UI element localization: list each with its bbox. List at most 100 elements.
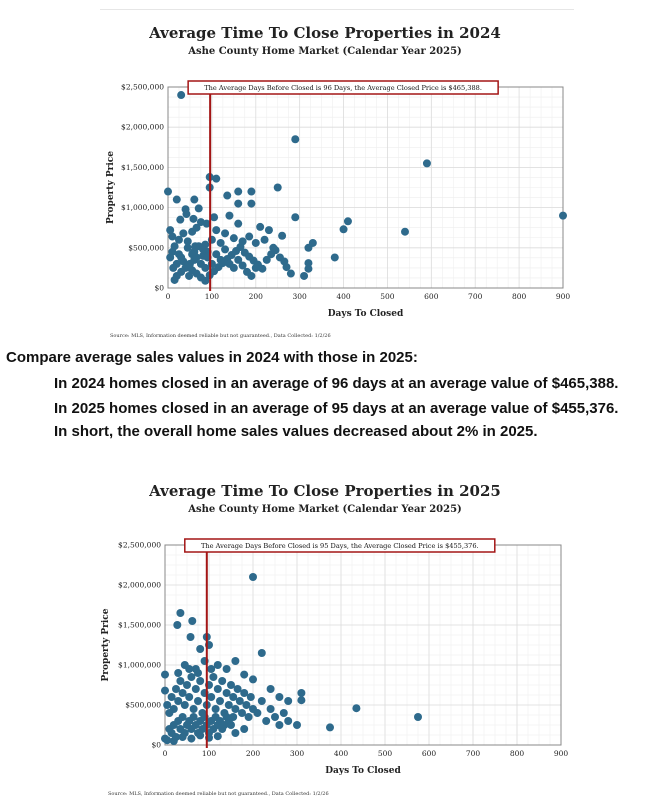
chart-title: Average Time To Close Properties in 2025 <box>149 482 501 500</box>
data-point <box>262 255 271 264</box>
data-point <box>216 255 225 264</box>
data-point <box>180 701 189 709</box>
data-point <box>163 701 172 709</box>
data-point <box>189 705 198 713</box>
data-point <box>245 232 254 241</box>
x-tick-label: 900 <box>554 749 569 758</box>
data-point <box>190 195 199 204</box>
annotation-text: The Average Days Before Closed is 95 Day… <box>201 542 479 550</box>
data-point <box>401 227 409 236</box>
x-tick-label: 800 <box>510 749 525 758</box>
data-point <box>414 713 422 721</box>
data-point <box>280 257 289 266</box>
data-point <box>177 91 186 100</box>
x-tick-label: 500 <box>380 292 395 301</box>
data-point <box>256 222 265 231</box>
y-axis-title: Property Price <box>101 608 111 681</box>
data-point <box>194 204 203 213</box>
chart-2025-plot: 0 100 200 300 400 500 600 700 800 900 $0 $500,000 $1… <box>101 538 569 776</box>
data-point <box>183 237 192 246</box>
data-point <box>176 677 185 685</box>
data-point <box>213 685 222 693</box>
data-point <box>236 242 245 251</box>
data-point <box>164 187 172 196</box>
data-point <box>207 665 216 673</box>
data-point <box>266 685 275 693</box>
y-tick-label: $500,000 <box>125 701 161 710</box>
data-point <box>161 686 169 695</box>
data-point <box>257 697 266 705</box>
data-point <box>222 689 231 697</box>
data-point <box>212 250 221 259</box>
data-point <box>192 253 201 262</box>
data-point <box>216 697 224 705</box>
data-point <box>297 689 306 697</box>
y-tick-label: $500,000 <box>128 243 164 252</box>
x-tick-label: 100 <box>202 749 217 758</box>
data-point <box>227 681 235 689</box>
x-tick-label: 800 <box>512 292 527 301</box>
data-point <box>266 705 275 713</box>
chart-subtitle: Ashe County Home Market (Calendar Year 2… <box>188 46 462 57</box>
data-point <box>207 693 216 701</box>
data-point <box>251 263 260 272</box>
data-point <box>300 271 309 280</box>
data-point <box>234 187 243 196</box>
data-point <box>234 219 243 228</box>
data-point <box>166 226 175 235</box>
data-point <box>264 226 273 235</box>
data-point <box>183 681 191 689</box>
data-point <box>161 670 169 679</box>
data-point <box>242 701 251 709</box>
data-point <box>191 685 200 693</box>
data-point <box>246 693 255 701</box>
annotation-text: The Average Days Before Closed is 96 Day… <box>204 84 482 92</box>
data-point <box>187 734 196 743</box>
data-point <box>216 238 225 247</box>
data-point <box>247 199 256 208</box>
chart-subtitle: Ashe County Home Market (Calendar Year 2… <box>188 504 462 515</box>
data-point <box>202 219 211 228</box>
x-axis-title: Days To Closed <box>325 766 401 776</box>
data-point <box>273 183 282 192</box>
x-tick-label: 700 <box>466 749 481 758</box>
data-point <box>211 705 220 713</box>
comparison-line-2024: In 2024 homes closed in an average of 96… <box>54 375 619 392</box>
data-point <box>304 264 313 273</box>
data-point <box>247 187 256 196</box>
x-tick-label: 0 <box>166 292 171 301</box>
y-tick-label: $2,500,000 <box>121 83 164 92</box>
data-point <box>229 713 238 721</box>
data-point <box>221 245 230 254</box>
data-point <box>297 696 306 705</box>
data-point <box>260 235 269 244</box>
y-tick-label: $1,000,000 <box>121 203 164 212</box>
x-tick-label: 700 <box>468 292 483 301</box>
data-point <box>249 675 257 684</box>
y-tick-label: $2,500,000 <box>118 541 161 550</box>
x-tick-label: 500 <box>378 749 393 758</box>
data-point <box>185 693 194 701</box>
data-point <box>275 721 284 729</box>
data-point <box>168 232 177 241</box>
data-point <box>247 271 256 280</box>
data-point <box>234 255 243 264</box>
x-tick-label: 0 <box>163 749 168 758</box>
x-tick-label: 200 <box>249 292 264 301</box>
data-point <box>225 211 234 220</box>
data-point <box>169 263 178 272</box>
data-point <box>271 713 279 721</box>
data-point <box>352 704 361 713</box>
data-point <box>179 229 188 238</box>
data-point <box>308 238 317 247</box>
data-point <box>343 217 352 226</box>
data-point <box>559 211 567 220</box>
data-point <box>170 275 179 284</box>
data-point <box>249 573 257 581</box>
y-tick-label: $1,500,000 <box>121 163 164 172</box>
data-point <box>293 721 301 729</box>
data-point <box>183 243 192 252</box>
source-note: Source: MLS, Information deemed reliable… <box>108 791 329 797</box>
x-tick-label: 200 <box>246 749 261 758</box>
x-tick-label: 300 <box>293 292 308 301</box>
